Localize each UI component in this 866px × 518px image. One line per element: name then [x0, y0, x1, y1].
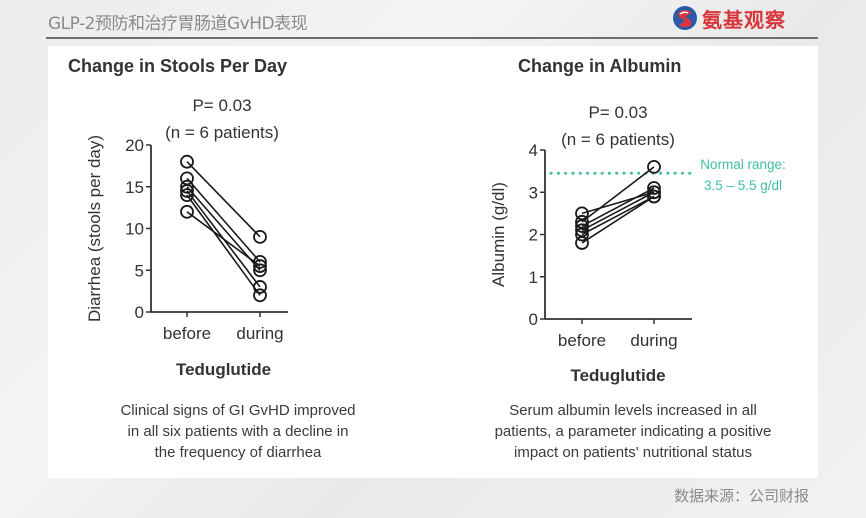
caption-line: in all six patients with a decline in — [127, 423, 349, 440]
y-axis-label: Albumin (g/dl) — [489, 182, 508, 287]
data-point-during — [253, 259, 267, 273]
y-tick-label: 2 — [529, 226, 538, 245]
normal-range-values: 3.5 – 5.5 g/dl — [704, 178, 782, 193]
series-patient-6 — [180, 204, 267, 273]
caption-line: Clinical signs of GI GvHD improved — [120, 402, 356, 419]
sample-size-annotation: (n = 6 patients) — [561, 130, 675, 149]
caption-line: patients, a parameter indicating a posit… — [494, 423, 772, 440]
series-patient-6 — [575, 189, 661, 250]
caption-albumin: Serum albumin levels increased in all pa… — [438, 400, 828, 463]
data-point-during — [253, 263, 267, 278]
data-point-before — [180, 154, 194, 169]
series-line — [581, 191, 655, 215]
data-point-during — [647, 181, 661, 195]
data-point-before — [180, 188, 194, 203]
y-tick-label: 4 — [529, 141, 538, 160]
series-line — [581, 166, 655, 223]
title-divider — [46, 37, 818, 39]
data-point-before — [180, 179, 194, 194]
data-point-during — [253, 229, 267, 244]
data-point-during — [647, 159, 661, 174]
data-point-during — [253, 288, 267, 303]
brand-logo: 氨基观察 — [672, 4, 786, 32]
data-point-before — [575, 227, 589, 242]
data-point-before — [180, 204, 194, 219]
p-value-annotation: P= 0.03 — [192, 96, 251, 115]
data-point-during — [647, 189, 661, 204]
y-tick-label: 20 — [125, 136, 144, 155]
series-line — [186, 194, 261, 296]
caption-line: the frequency of diarrhea — [154, 444, 322, 461]
data-point-during — [647, 185, 661, 200]
y-tick-label: 3 — [529, 183, 538, 202]
sample-size-annotation: (n = 6 patients) — [165, 123, 279, 142]
y-tick-label: 0 — [135, 303, 144, 322]
chart-title-stools: Change in Stools Per Day — [68, 56, 288, 76]
caption-stools: Clinical signs of GI GvHD improved in al… — [48, 400, 428, 463]
series-line — [581, 195, 655, 236]
series-line — [581, 187, 655, 227]
caption-line: impact on patients' nutritional status — [514, 444, 752, 461]
data-point-before — [575, 236, 589, 250]
chart-title-albumin: Change in Albumin — [518, 56, 682, 76]
data-point-before — [575, 219, 589, 233]
x-tick-label-during: during — [630, 331, 677, 350]
series-line — [581, 191, 655, 231]
brand-logo-text: 氨基观察 — [702, 7, 786, 32]
x-tick-label-before: before — [163, 324, 211, 343]
normal-range-label: Normal range: — [700, 157, 786, 172]
series-line — [581, 195, 655, 244]
series-line — [186, 177, 261, 263]
series-line — [186, 161, 261, 238]
series-patient-3 — [575, 181, 661, 233]
series-patient-1 — [180, 154, 267, 244]
content-panel — [48, 46, 818, 478]
y-tick-label: 0 — [529, 310, 538, 329]
data-point-before — [180, 184, 194, 198]
data-source: 数据来源：公司财报 — [674, 487, 810, 505]
page-title: GLP-2预防和治疗胃肠道GvHD表现 — [48, 14, 308, 34]
brand-logo-icon — [673, 6, 697, 30]
y-tick-label: 1 — [529, 268, 538, 287]
x-axis-label: Teduglutide — [176, 360, 271, 379]
x-tick-label-before: before — [558, 331, 606, 350]
series-line — [186, 211, 261, 267]
y-tick-label: 10 — [125, 220, 144, 239]
y-axis-label: Diarrhea (stools per day) — [85, 135, 104, 322]
p-value-annotation: P= 0.03 — [588, 103, 647, 122]
x-tick-label-during: during — [236, 324, 283, 343]
caption-line: Serum albumin levels increased in all — [509, 402, 757, 419]
y-tick-label: 15 — [125, 178, 144, 197]
x-axis-label: Teduglutide — [570, 366, 665, 385]
series-patient-5 — [180, 188, 267, 303]
y-tick-label: 5 — [135, 261, 144, 280]
